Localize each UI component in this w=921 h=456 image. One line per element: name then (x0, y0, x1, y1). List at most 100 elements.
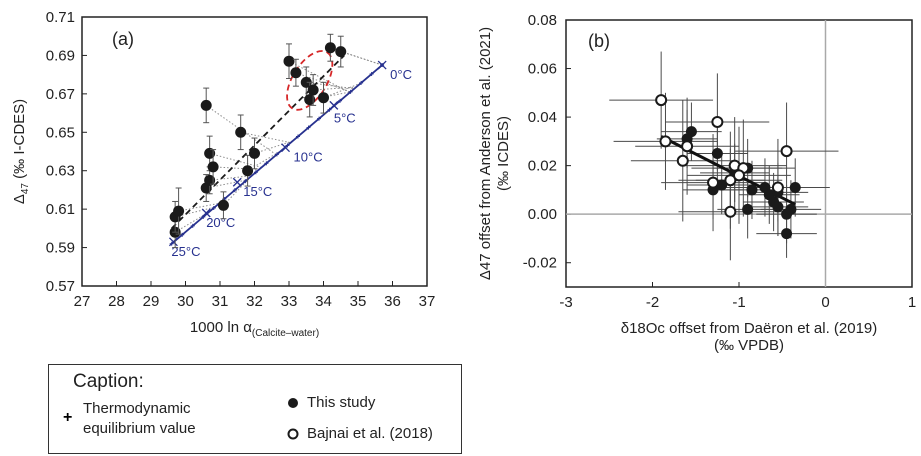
y-tick-label: 0.06 (528, 61, 557, 78)
x-tick-label: 31 (212, 293, 229, 310)
caption-equilibrium-label: Thermodynamic equilibrium value (83, 399, 196, 439)
data-point-bajnai (733, 169, 745, 182)
data-point (300, 76, 312, 88)
caption-equilibrium-line1: Thermodynamic (83, 400, 191, 417)
data-point-bajnai (655, 94, 668, 107)
data-point (307, 84, 319, 96)
temperature-marker (232, 177, 242, 187)
equilibrium-connector (209, 175, 252, 181)
data-point (235, 126, 247, 138)
data-point (283, 55, 295, 67)
y-tick-label: 0.65 (46, 124, 75, 141)
equilibrium-connector (313, 86, 357, 91)
panel-b: -3 -2 -1 0 1 -0.02 0.00 0.02 0.04 0.06 0.08 (b) δ1… (477, 12, 916, 354)
caption-equilibrium-line2: equilibrium value (83, 420, 196, 437)
y-tick-label: 0.00 (528, 206, 557, 223)
y-tick-label: 0.71 (46, 9, 75, 26)
data-point (242, 165, 254, 177)
x-tick-label: 30 (177, 293, 194, 310)
temperature-label: 10°C (294, 150, 323, 165)
y-tick-label: 0.61 (46, 201, 75, 218)
temperature-marker (281, 143, 291, 153)
filled-circle-icon (288, 398, 298, 408)
panel-b-x-axis-unit: (‰ VPDB) (714, 337, 784, 354)
panel-a-ticks: 27 28 29 30 31 32 33 34 35 36 37 0.57 0.59 0.61 0.63 0.… (46, 9, 436, 310)
panel-a-x-axis-label: 1000 ln α(Calcite–water) (190, 319, 319, 339)
panel-b-points (609, 51, 839, 261)
x-tick-label: 33 (281, 293, 298, 310)
x-tick-label: 34 (315, 293, 332, 310)
temperature-label: 25°C (171, 244, 200, 259)
caption-title: Caption: (73, 371, 144, 392)
temperature-marker (201, 208, 211, 218)
temperature-marker (329, 100, 339, 110)
equilibrium-connector (288, 60, 351, 93)
x-tick-label: 28 (108, 293, 125, 310)
temperature-marker (168, 237, 178, 247)
data-point-bajnai (707, 176, 720, 189)
x-tick-label: 35 (350, 293, 367, 310)
equilibrium-connector (240, 131, 291, 144)
x-tick-label: 36 (384, 293, 401, 310)
data-point (217, 199, 229, 211)
caption-this-study-label: This study (307, 394, 376, 411)
data-point (318, 92, 329, 104)
data-point-bajnai (780, 145, 793, 158)
data-point-this-study (742, 203, 754, 215)
x-tick-label: 32 (246, 293, 263, 310)
equilibrium-connector (323, 82, 361, 99)
temperature-label: 20°C (206, 215, 235, 230)
caption-box: Caption: + Thermodynamic equilibrium val… (48, 364, 462, 454)
plus-icon: + (63, 409, 73, 426)
data-point (204, 147, 216, 159)
x-tick-label: 37 (419, 293, 436, 310)
x-tick-label: 0 (821, 294, 829, 311)
data-point (304, 94, 316, 106)
panel-a-label: (a) (112, 29, 134, 49)
equilibrium-connector (306, 81, 355, 90)
data-point-this-study (772, 201, 784, 213)
data-point-this-study (711, 148, 723, 159)
panel-b-label: (b) (588, 31, 610, 51)
panel-a-lines: 0°C 5°C 10°C 15°C 20°C 25°C (168, 47, 412, 259)
data-point (207, 161, 219, 173)
data-point-this-study (781, 228, 793, 240)
x-tick-label: 29 (143, 293, 160, 310)
panel-a-y-axis-label: Δ47 (‰ I-CDES) (11, 99, 31, 204)
x-tick-label: -1 (732, 294, 745, 311)
temperature-marker (377, 60, 387, 70)
panel-b-x-axis-label: δ18Oc offset from Daëron et al. (2019) (621, 320, 878, 337)
equilibrium-connector (340, 51, 383, 66)
data-point-this-study (785, 203, 797, 215)
data-point (173, 205, 185, 217)
data-point-bajnai (676, 154, 689, 167)
panel-b-y-axis-label: Δ47 offset from Anderson et al. (2021) (477, 27, 494, 280)
open-circle-icon (287, 428, 299, 440)
panel-a: 27 28 29 30 31 32 33 34 35 36 37 0.57 0.59 0.61 0.63 0.… (11, 9, 435, 339)
x-tick-label: -2 (646, 294, 659, 311)
x-tick-label: 27 (74, 293, 91, 310)
temperature-label: 5°C (334, 110, 356, 125)
data-point (200, 99, 212, 111)
data-point-bajnai (724, 205, 737, 218)
y-tick-label: 0.57 (46, 278, 75, 295)
data-point (290, 67, 302, 79)
data-point-this-study (789, 181, 801, 193)
x-tick-label: 1 (908, 294, 916, 311)
panel-a-points (169, 33, 347, 249)
temperature-label: 15°C (243, 184, 272, 199)
panel-b-ticks: -3 -2 -1 0 1 -0.02 0.00 0.02 0.04 0.06 0.08 (523, 12, 916, 311)
data-point-bajnai (659, 135, 672, 148)
data-point (204, 174, 216, 186)
y-tick-label: 0.59 (46, 240, 75, 257)
y-tick-label: 0.67 (46, 86, 75, 103)
data-point (249, 147, 260, 159)
data-point-this-study (746, 184, 758, 196)
caption-bajnai-label: Bajnai et al. (2018) (307, 425, 433, 442)
y-tick-label: 0.63 (46, 163, 75, 180)
x-tick-label: -3 (559, 294, 572, 311)
data-point-bajnai (711, 115, 724, 128)
data-point (324, 42, 336, 54)
data-point-bajnai (771, 181, 784, 194)
